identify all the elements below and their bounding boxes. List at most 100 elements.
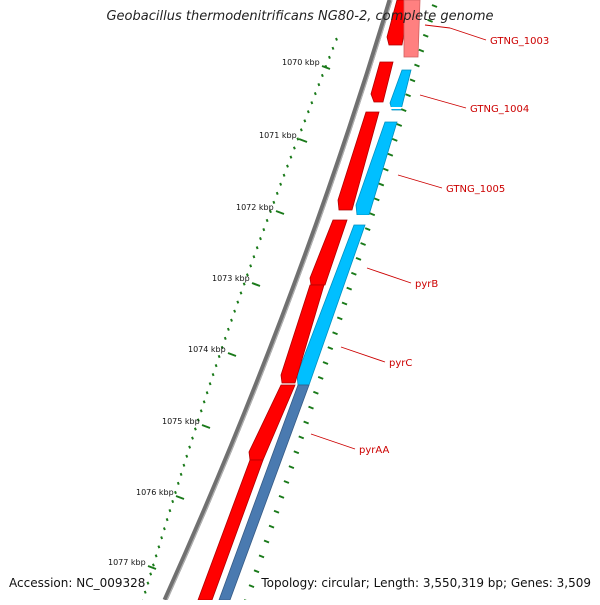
minor-tick bbox=[289, 155, 293, 159]
minor-tick bbox=[179, 472, 183, 476]
outer-tick bbox=[409, 78, 416, 83]
outer-tick bbox=[387, 152, 394, 157]
outer-tick bbox=[322, 361, 329, 365]
outer-tick bbox=[364, 227, 371, 232]
inner-tick-marks bbox=[141, 37, 338, 603]
outer-tick bbox=[303, 420, 310, 425]
minor-tick bbox=[282, 173, 286, 177]
outer-tick bbox=[382, 167, 389, 172]
outer-tick bbox=[293, 450, 300, 455]
outer-tick bbox=[268, 524, 275, 529]
minor-tick bbox=[185, 454, 189, 458]
kbp-label: 1070 kbp bbox=[282, 58, 320, 67]
minor-tick bbox=[230, 318, 233, 322]
minor-tick bbox=[217, 354, 221, 359]
outer-tick bbox=[248, 584, 255, 589]
outer-tick bbox=[427, 18, 433, 23]
minor-tick bbox=[143, 590, 147, 594]
outer-tick bbox=[308, 405, 314, 410]
minor-tick bbox=[146, 581, 150, 585]
minor-tick bbox=[292, 146, 296, 150]
minor-tick bbox=[191, 436, 194, 440]
outer-tick bbox=[341, 301, 348, 306]
outer-tick bbox=[369, 212, 376, 217]
minor-tick bbox=[236, 300, 240, 304]
outer-tick bbox=[391, 137, 398, 142]
minor-tick bbox=[157, 545, 161, 549]
minor-tick bbox=[317, 82, 321, 87]
outer-tick bbox=[258, 554, 265, 559]
gene-label-gtng-1003[interactable]: GTNG_1003 bbox=[490, 36, 549, 47]
outer-tick bbox=[336, 316, 343, 321]
callout-line-gtng-1003 bbox=[424, 24, 451, 29]
minor-tick bbox=[279, 182, 283, 186]
minor-tick bbox=[188, 445, 192, 449]
minor-tick bbox=[328, 55, 331, 60]
kbp-tick bbox=[201, 424, 211, 429]
outer-tick bbox=[414, 63, 420, 68]
kbp-label: 1077 kbp bbox=[108, 558, 146, 567]
outer-tick bbox=[360, 242, 366, 246]
minor-tick bbox=[162, 527, 166, 531]
outer-tick bbox=[327, 346, 334, 351]
kbp-label: 1074 kbp bbox=[188, 345, 226, 354]
gene-label-pyraa[interactable]: pyrAA bbox=[359, 445, 389, 456]
gene-feature-gtng-1005 bbox=[337, 111, 380, 211]
minor-tick bbox=[174, 490, 177, 495]
minor-tick bbox=[275, 191, 279, 195]
minor-tick bbox=[245, 273, 249, 277]
minor-tick bbox=[255, 246, 259, 250]
kbp-label: 1076 kbp bbox=[136, 488, 174, 497]
outer-tick bbox=[355, 256, 362, 261]
minor-tick bbox=[165, 518, 169, 522]
gene-label-pyrc[interactable]: pyrC bbox=[389, 358, 412, 369]
minor-tick bbox=[242, 282, 246, 286]
callout-line-pyrb bbox=[366, 267, 412, 284]
feature-gaps bbox=[336, 107, 412, 217]
callout-line-gtng-1005 bbox=[397, 174, 443, 189]
callout-line-pyraa bbox=[310, 433, 356, 450]
genome-summary: Topology: circular; Length: 3,550,319 bp… bbox=[261, 576, 591, 590]
kbp-tick bbox=[321, 65, 331, 70]
minor-tick bbox=[239, 291, 243, 295]
outer-tick bbox=[378, 182, 385, 187]
minor-tick bbox=[176, 481, 180, 486]
kbp-label: 1071 kbp bbox=[259, 131, 297, 140]
minor-tick bbox=[154, 554, 158, 558]
kbp-tick bbox=[175, 495, 185, 500]
gene-label-pyrb[interactable]: pyrB bbox=[415, 279, 438, 290]
minor-tick bbox=[182, 463, 186, 467]
minor-tick bbox=[265, 218, 269, 223]
minor-tick bbox=[262, 227, 266, 232]
minor-tick bbox=[303, 119, 307, 123]
minor-tick bbox=[214, 363, 218, 368]
minor-tick bbox=[193, 427, 197, 431]
minor-tick bbox=[233, 309, 237, 313]
outer-tick bbox=[288, 465, 295, 470]
outer-tick bbox=[263, 539, 270, 544]
outer-tick-marks bbox=[243, 4, 438, 603]
minor-tick bbox=[211, 373, 215, 377]
minor-tick bbox=[160, 536, 164, 540]
gene-feature-gtng-1004-reverse bbox=[389, 69, 412, 111]
minor-tick bbox=[252, 255, 256, 259]
forward-strand-track bbox=[197, 0, 421, 601]
outer-tick bbox=[350, 271, 357, 276]
kbp-tick bbox=[227, 352, 237, 357]
outer-tick bbox=[278, 494, 285, 499]
kbp-scale: 1070 kbp 1071 kbp 1072 kbp 1073 kbp 1074… bbox=[108, 58, 331, 570]
minor-tick bbox=[220, 345, 224, 350]
kbp-tick bbox=[275, 210, 285, 215]
minor-tick bbox=[331, 46, 335, 50]
gene-label-gtng-1005[interactable]: GTNG_1005 bbox=[446, 184, 505, 195]
minor-tick bbox=[151, 563, 155, 567]
minor-tick bbox=[226, 327, 230, 331]
minor-tick bbox=[272, 200, 276, 205]
gene-label-gtng-1004[interactable]: GTNG_1004 bbox=[470, 104, 529, 115]
gene-labels: GTNG_1003 GTNG_1004 GTNG_1005 pyrB pyrC … bbox=[359, 36, 549, 456]
minor-tick bbox=[199, 409, 203, 413]
gene-callout-lines bbox=[310, 24, 487, 450]
outer-tick bbox=[253, 569, 260, 574]
